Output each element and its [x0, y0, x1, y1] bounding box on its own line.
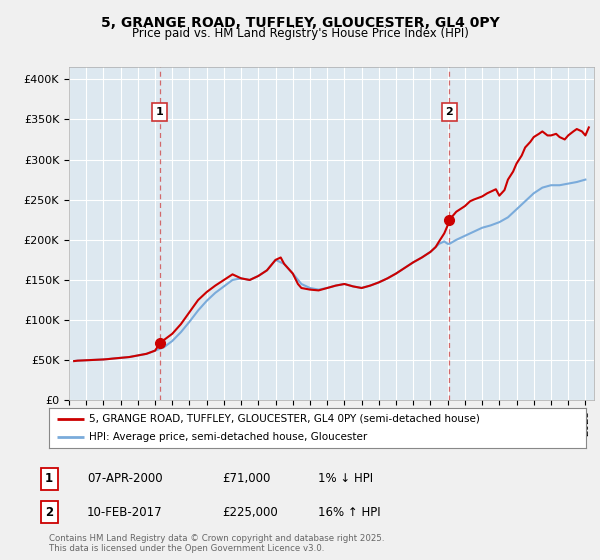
- Text: HPI: Average price, semi-detached house, Gloucester: HPI: Average price, semi-detached house,…: [89, 432, 368, 442]
- Text: 1: 1: [156, 107, 164, 117]
- Text: 2: 2: [446, 107, 453, 117]
- Text: 5, GRANGE ROAD, TUFFLEY, GLOUCESTER, GL4 0PY: 5, GRANGE ROAD, TUFFLEY, GLOUCESTER, GL4…: [101, 16, 499, 30]
- Text: £71,000: £71,000: [222, 472, 271, 486]
- Text: £225,000: £225,000: [222, 506, 278, 519]
- Text: 16% ↑ HPI: 16% ↑ HPI: [318, 506, 380, 519]
- Text: 1: 1: [45, 472, 53, 486]
- Text: Contains HM Land Registry data © Crown copyright and database right 2025.
This d: Contains HM Land Registry data © Crown c…: [49, 534, 385, 553]
- Text: Price paid vs. HM Land Registry's House Price Index (HPI): Price paid vs. HM Land Registry's House …: [131, 27, 469, 40]
- Text: 2: 2: [45, 506, 53, 519]
- Text: 07-APR-2000: 07-APR-2000: [87, 472, 163, 486]
- Text: 1% ↓ HPI: 1% ↓ HPI: [318, 472, 373, 486]
- Text: 5, GRANGE ROAD, TUFFLEY, GLOUCESTER, GL4 0PY (semi-detached house): 5, GRANGE ROAD, TUFFLEY, GLOUCESTER, GL4…: [89, 414, 481, 423]
- Text: 10-FEB-2017: 10-FEB-2017: [87, 506, 163, 519]
